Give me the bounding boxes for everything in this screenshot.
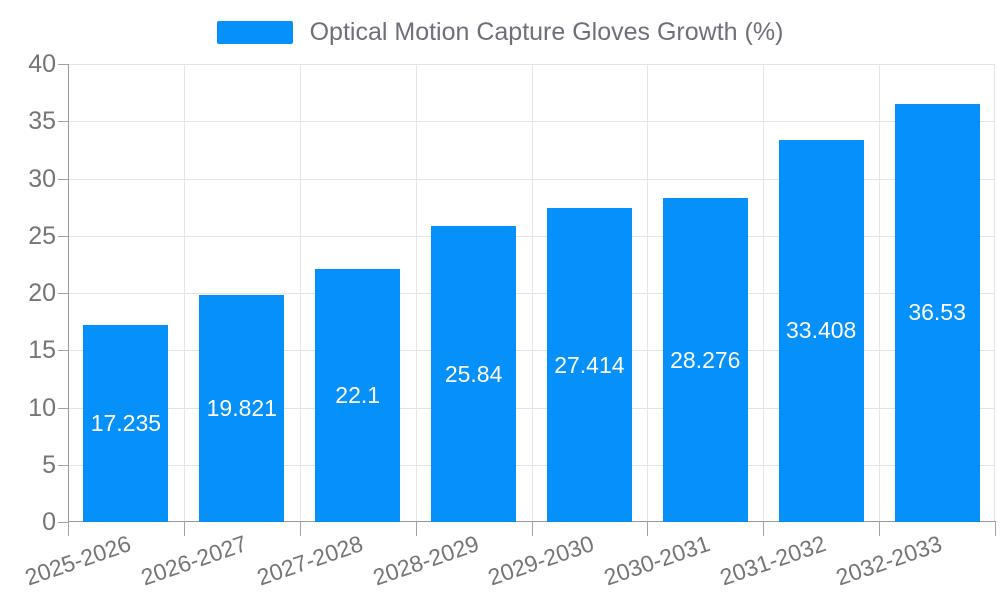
x-tick-mark	[184, 521, 185, 536]
x-axis-label: 2026-2027	[137, 530, 250, 591]
h-gridline	[68, 350, 995, 352]
y-tick-mark	[58, 293, 68, 294]
bar-value-label: 33.408	[786, 317, 857, 344]
y-axis-label: 25	[28, 221, 56, 250]
x-axis-label: 2029-2030	[485, 530, 598, 591]
bar[interactable]: 25.84	[431, 226, 517, 522]
x-axis-label: 2028-2029	[369, 530, 482, 591]
v-gridline	[994, 64, 995, 522]
x-tick-mark	[879, 521, 880, 536]
h-gridline	[68, 293, 995, 294]
x-tick-mark	[68, 521, 69, 536]
x-tick-mark	[647, 521, 648, 536]
v-gridline	[184, 64, 185, 522]
x-tick-mark	[416, 521, 417, 536]
bar-value-label: 25.84	[444, 360, 503, 387]
bar[interactable]: 28.276	[662, 198, 748, 522]
y-axis-label: 35	[28, 107, 56, 136]
bar-value-label: 36.53	[908, 299, 966, 326]
v-gridline	[647, 64, 648, 522]
bar-value-label: 17.235	[90, 409, 162, 436]
y-axis-label: 40	[28, 50, 56, 78]
bar[interactable]: 36.53	[894, 103, 980, 522]
y-axis-label: 5	[42, 450, 56, 479]
x-axis-label: 2025-2026	[21, 530, 135, 591]
x-tick-mark	[763, 521, 764, 536]
legend-swatch-icon	[216, 20, 293, 44]
h-gridline	[68, 407, 995, 409]
bar-value-label: 27.414	[554, 351, 625, 378]
plot-area: 17.235 19.821 22.1 25.84 27.414 28.276 33.408 3…	[68, 64, 995, 522]
legend-label: Optical Motion Capture Gloves Growth (%)	[309, 18, 784, 46]
y-axis-label: 30	[28, 164, 56, 193]
y-tick-mark	[58, 407, 68, 409]
h-gridline	[68, 121, 995, 123]
x-axis-label: 2030-2031	[600, 530, 714, 591]
y-axis-line	[68, 64, 69, 522]
y-tick-mark	[58, 350, 68, 352]
y-axis-label: 20	[28, 279, 56, 307]
y-tick-mark	[58, 64, 68, 65]
x-tick-mark	[300, 521, 301, 536]
bar-value-label: 22.1	[335, 382, 381, 408]
bar[interactable]: 19.821	[199, 295, 285, 522]
y-tick-mark	[58, 121, 68, 123]
bar[interactable]: 22.1	[315, 269, 401, 522]
y-axis-label: 15	[28, 336, 56, 365]
x-axis-line	[68, 521, 995, 522]
x-axis-label: 2027-2028	[253, 530, 366, 591]
h-gridline	[68, 235, 995, 237]
v-gridline	[879, 64, 880, 522]
h-gridline	[68, 64, 995, 65]
h-gridline	[68, 178, 995, 180]
y-tick-mark	[58, 178, 68, 180]
y-axis-label: 0	[42, 508, 56, 536]
x-tick-mark	[995, 521, 996, 536]
v-gridline	[763, 64, 764, 522]
x-axis-label: 2032-2033	[832, 530, 946, 591]
y-axis-label: 10	[28, 393, 56, 422]
x-axis-label: 2031-2032	[716, 530, 830, 591]
legend-item[interactable]: Optical Motion Capture Gloves Growth (%)	[0, 18, 1000, 46]
bar[interactable]: 33.408	[778, 139, 864, 522]
bar[interactable]: 27.414	[546, 208, 632, 522]
bar[interactable]: 17.235	[83, 324, 169, 522]
bar-value-label: 19.821	[206, 395, 277, 421]
bar-value-label: 28.276	[670, 346, 741, 373]
y-tick-mark	[58, 522, 68, 523]
v-gridline	[416, 64, 417, 522]
y-tick-mark	[58, 235, 68, 237]
y-tick-mark	[58, 464, 68, 466]
h-gridline	[68, 464, 995, 466]
v-gridline	[532, 64, 533, 522]
x-tick-mark	[532, 521, 533, 536]
v-gridline	[300, 64, 301, 522]
